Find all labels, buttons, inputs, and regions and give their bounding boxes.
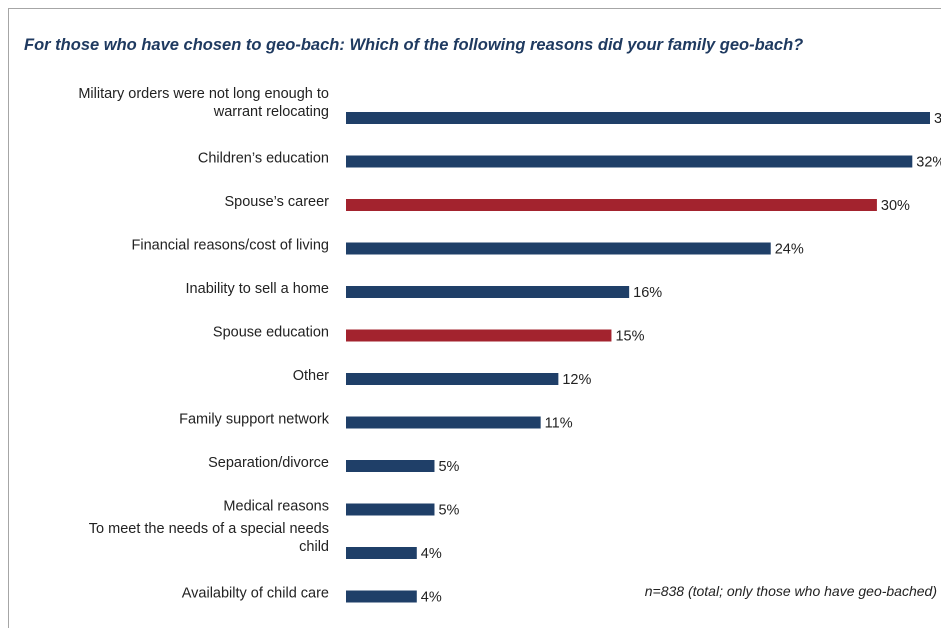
category-label: Financial reasons/cost of living	[132, 238, 329, 254]
bar	[346, 112, 930, 124]
bar	[346, 503, 435, 516]
category-label: Spouse education	[213, 325, 329, 341]
value-label: 12%	[562, 372, 591, 388]
value-label: 16%	[633, 285, 662, 301]
bar	[346, 460, 435, 472]
bar	[346, 590, 417, 603]
category-label: Inability to sell a home	[186, 281, 329, 297]
bar	[346, 286, 630, 298]
bar	[346, 547, 417, 559]
bar	[346, 329, 612, 342]
category-label: Separation/divorce	[208, 455, 329, 471]
category-label: Other	[293, 368, 329, 384]
category-label: Availabilty of child care	[182, 586, 329, 602]
bar	[346, 242, 771, 255]
value-label: 5%	[438, 459, 459, 475]
value-label: 32%	[916, 155, 941, 171]
value-label: 5%	[438, 503, 459, 519]
category-label: Medical reasons	[223, 499, 329, 515]
category-label: Military orders were not long enough to w…	[78, 86, 329, 120]
bar	[346, 155, 913, 168]
bar	[346, 199, 877, 211]
category-label: Family support network	[179, 412, 330, 428]
chart-frame	[8, 8, 941, 628]
category-label: To meet the needs of a special needs chil…	[89, 521, 329, 555]
value-label: 15%	[615, 329, 644, 345]
value-label: 24%	[775, 242, 804, 258]
chart-title: For those who have chosen to geo-bach: W…	[24, 36, 804, 54]
value-label: 33%	[934, 111, 941, 127]
category-label: Spouse’s career	[224, 194, 329, 210]
value-label: 4%	[421, 590, 442, 606]
sample-size-note: n=838 (total; only those who have geo-ba…	[644, 583, 937, 599]
bar	[346, 373, 559, 385]
value-label: 11%	[545, 416, 573, 432]
category-label: Children’s education	[198, 151, 329, 167]
value-label: 4%	[421, 546, 442, 562]
value-label: 30%	[881, 198, 910, 214]
bar	[346, 416, 541, 429]
